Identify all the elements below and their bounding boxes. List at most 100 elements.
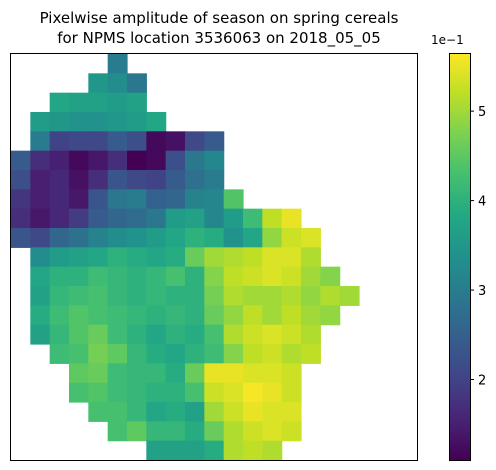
heatmap-cell bbox=[281, 382, 302, 403]
heatmap-cell bbox=[281, 228, 302, 248]
heatmap-cell bbox=[49, 170, 70, 190]
heatmap-cell bbox=[127, 112, 147, 132]
heatmap-cell bbox=[127, 92, 147, 113]
heatmap-cell bbox=[146, 170, 167, 190]
heatmap-cell bbox=[88, 382, 109, 403]
heatmap-cell bbox=[281, 266, 302, 287]
heatmap-cell bbox=[127, 189, 147, 210]
heatmap-cell bbox=[30, 247, 51, 268]
heatmap-cell bbox=[127, 305, 147, 326]
heatmap-cell bbox=[88, 266, 109, 287]
heatmap-cell bbox=[88, 363, 109, 384]
heatmap-cell bbox=[30, 305, 51, 326]
heatmap-cell bbox=[320, 286, 341, 306]
heatmap-cell bbox=[69, 131, 89, 152]
heatmap-cell bbox=[165, 382, 186, 403]
heatmap-cell bbox=[127, 247, 147, 268]
heatmap-cell bbox=[11, 170, 31, 190]
heatmap-cell bbox=[88, 92, 109, 113]
heatmap-cell bbox=[262, 363, 283, 384]
heatmap-cell bbox=[146, 344, 167, 364]
heatmap-cell bbox=[146, 421, 167, 442]
heatmap-cell bbox=[127, 131, 147, 152]
heatmap-cell bbox=[165, 324, 186, 345]
heatmap-cell bbox=[185, 421, 205, 442]
heatmap-cell bbox=[88, 324, 109, 345]
heatmap-cell bbox=[204, 228, 225, 248]
heatmap-cell bbox=[223, 402, 244, 422]
heatmap-cell bbox=[301, 324, 321, 345]
heatmap-cell bbox=[146, 363, 167, 384]
heatmap-cell bbox=[301, 266, 321, 287]
heatmap-cell bbox=[30, 208, 51, 229]
heatmap-cell bbox=[127, 208, 147, 229]
heatmap-cell bbox=[243, 305, 263, 326]
heatmap-cell bbox=[69, 112, 89, 132]
heatmap-cell bbox=[301, 247, 321, 268]
heatmap-cell bbox=[146, 382, 167, 403]
heatmap-cell bbox=[30, 324, 51, 345]
colorbar bbox=[449, 53, 470, 460]
heatmap-cell bbox=[88, 344, 109, 364]
heatmap-cell bbox=[204, 150, 225, 171]
heatmap-cell bbox=[301, 286, 321, 306]
heatmap-cell bbox=[88, 228, 109, 248]
heatmap-cell bbox=[49, 228, 70, 248]
heatmap-cell bbox=[223, 247, 244, 268]
heatmap-cell bbox=[88, 208, 109, 229]
heatmap-cell bbox=[243, 324, 263, 345]
heatmap-cell bbox=[281, 208, 302, 229]
heatmap-cell bbox=[185, 228, 205, 248]
heatmap-cell bbox=[243, 247, 263, 268]
heatmap-cell bbox=[165, 228, 186, 248]
heatmap-cell bbox=[320, 266, 341, 287]
heatmap-cell bbox=[165, 247, 186, 268]
heatmap-cell bbox=[88, 170, 109, 190]
heatmap-cell bbox=[223, 208, 244, 229]
heatmap-cell bbox=[30, 170, 51, 190]
heatmap-cell bbox=[88, 189, 109, 210]
heatmap-cell bbox=[204, 382, 225, 403]
heatmap-cell bbox=[204, 286, 225, 306]
heatmap-cell bbox=[107, 228, 128, 248]
heatmap-cell bbox=[69, 324, 89, 345]
heatmap-cell bbox=[146, 131, 167, 152]
heatmap-cell bbox=[107, 363, 128, 384]
heatmap-cell bbox=[49, 208, 70, 229]
heatmap-cell bbox=[127, 402, 147, 422]
heatmap-cell bbox=[223, 189, 244, 210]
heatmap-cell bbox=[49, 247, 70, 268]
heatmap-cell bbox=[69, 344, 89, 364]
heatmap-cell bbox=[204, 305, 225, 326]
heatmap-cell bbox=[243, 402, 263, 422]
heatmap-cell bbox=[204, 247, 225, 268]
heatmap-cell bbox=[185, 344, 205, 364]
heatmap-cell bbox=[49, 189, 70, 210]
heatmap-cell bbox=[49, 344, 70, 364]
heatmap-cell bbox=[165, 150, 186, 171]
heatmap-cell bbox=[107, 92, 128, 113]
heatmap-cell bbox=[185, 402, 205, 422]
heatmap-cell bbox=[281, 344, 302, 364]
heatmap-cell bbox=[30, 286, 51, 306]
heatmap-cell bbox=[223, 324, 244, 345]
heatmap-cell bbox=[204, 363, 225, 384]
heatmap-cell bbox=[127, 266, 147, 287]
heatmap-cell bbox=[204, 266, 225, 287]
heatmap-cell bbox=[146, 305, 167, 326]
heatmap-cell bbox=[146, 402, 167, 422]
heatmap-cell bbox=[69, 228, 89, 248]
heatmap-cell bbox=[165, 286, 186, 306]
heatmap-cell bbox=[107, 170, 128, 190]
heatmap-cell bbox=[107, 402, 128, 422]
heatmap-cell bbox=[107, 150, 128, 171]
heatmap-cell bbox=[30, 266, 51, 287]
heatmap-cell bbox=[11, 208, 31, 229]
heatmap-cell bbox=[262, 305, 283, 326]
heatmap-cell bbox=[88, 286, 109, 306]
heatmap-cell bbox=[69, 208, 89, 229]
heatmap-cell bbox=[146, 208, 167, 229]
heatmap-cell bbox=[69, 286, 89, 306]
heatmap-cell bbox=[204, 344, 225, 364]
heatmap-cell bbox=[30, 228, 51, 248]
